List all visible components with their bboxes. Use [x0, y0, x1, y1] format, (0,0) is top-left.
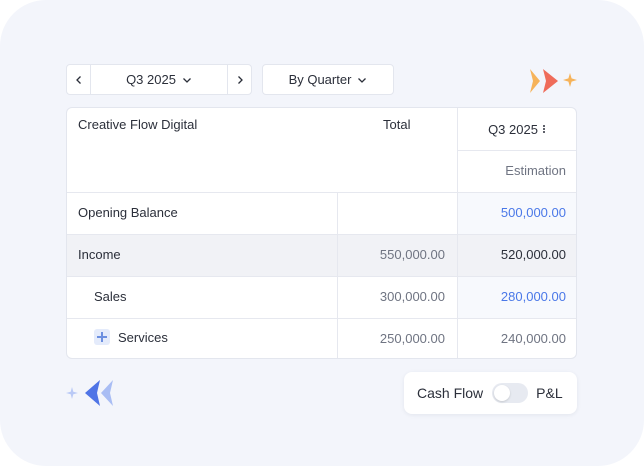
highlight-cell	[457, 276, 576, 318]
more-vertical-icon[interactable]	[541, 123, 547, 135]
period-column-label: Q3 2025	[488, 121, 538, 137]
report-type-toggle: Cash Flow P&L	[404, 372, 577, 414]
services-q3: 240,000.00	[500, 331, 566, 346]
row-divider	[67, 276, 576, 277]
period-select-label: Q3 2025	[126, 72, 176, 87]
estimation-label: Estimation	[505, 163, 566, 178]
income-q3: 520,000.00	[500, 247, 566, 262]
column-divider	[457, 108, 458, 358]
period-column-header[interactable]: Q3 2025	[457, 108, 576, 150]
sparkle-icon	[530, 69, 577, 93]
services-row-label: Services	[94, 329, 168, 345]
cash-flow-label[interactable]: Cash Flow	[417, 385, 484, 401]
toggle-knob	[494, 385, 511, 401]
row-divider	[67, 234, 576, 235]
row-label-income: Income	[78, 247, 121, 262]
row-label-opening-balance: Opening Balance	[78, 205, 178, 220]
services-total: 250,000.00	[379, 331, 445, 346]
granularity-select-label: By Quarter	[288, 72, 352, 87]
row-divider	[67, 318, 576, 319]
column-divider	[337, 192, 338, 358]
cash-flow-table: Creative Flow Digital Total Q3 2025 Esti…	[66, 107, 577, 359]
row-label-sales: Sales	[94, 289, 127, 304]
total-column-header: Total	[383, 117, 411, 132]
sales-q3[interactable]: 280,000.00	[500, 289, 566, 304]
granularity-select[interactable]: By Quarter	[262, 64, 394, 95]
sales-total: 300,000.00	[379, 289, 445, 304]
chevron-down-icon	[358, 77, 367, 83]
next-period-button[interactable]	[227, 64, 252, 95]
row-label-services: Services	[118, 329, 168, 345]
expand-plus-icon[interactable]	[94, 329, 110, 345]
highlight-cell	[457, 192, 576, 234]
chevron-left-icon	[75, 75, 81, 84]
income-row-background	[67, 234, 576, 276]
chevron-down-icon	[182, 77, 191, 83]
opening-balance-q3[interactable]: 500,000.00	[500, 205, 566, 220]
sparkle-icon	[66, 380, 113, 406]
toggle-switch[interactable]	[492, 383, 529, 403]
income-total: 550,000.00	[379, 247, 445, 262]
previous-period-button[interactable]	[66, 64, 91, 95]
period-select[interactable]: Q3 2025	[90, 64, 228, 95]
row-divider	[67, 192, 576, 193]
company-name: Creative Flow Digital	[78, 117, 198, 132]
row-divider	[457, 150, 576, 151]
chevron-right-icon	[237, 75, 243, 84]
pl-label[interactable]: P&L	[536, 385, 563, 401]
